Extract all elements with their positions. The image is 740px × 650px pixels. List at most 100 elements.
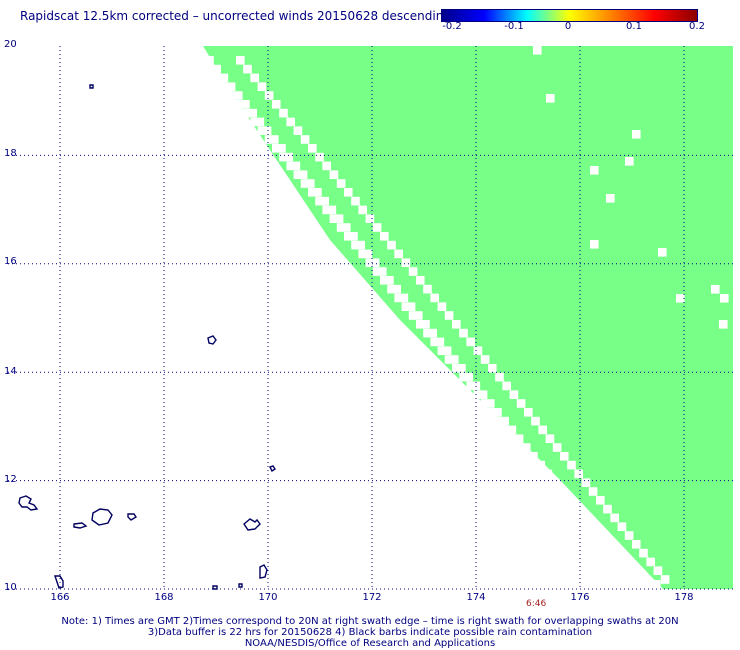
- missing-cell: [596, 496, 605, 505]
- missing-cell: [452, 364, 466, 373]
- missing-cell: [606, 194, 615, 203]
- colorbar: [441, 9, 698, 22]
- missing-cell: [516, 443, 531, 452]
- missing-cell: [617, 522, 627, 531]
- missing-cell: [380, 276, 394, 285]
- missing-cell: [466, 337, 475, 347]
- missing-cell: [372, 267, 387, 276]
- missing-cell: [308, 188, 322, 197]
- missing-cell: [423, 284, 432, 294]
- island-outline: [259, 564, 268, 579]
- missing-cell: [380, 232, 389, 241]
- missing-cell: [200, 56, 214, 65]
- missing-cell: [394, 293, 409, 303]
- island-coastlines: [18, 84, 276, 590]
- missing-cell: [603, 548, 617, 558]
- island-outline: [18, 495, 39, 511]
- lat-tick-label: 18: [4, 148, 17, 159]
- missing-cell: [567, 460, 576, 470]
- missing-cell: [574, 513, 589, 523]
- missing-cell: [401, 302, 416, 311]
- missing-cell: [351, 196, 360, 206]
- missing-cell: [509, 390, 519, 399]
- missing-cell: [603, 504, 612, 514]
- missing-cell: [459, 372, 473, 382]
- missing-cell: [437, 302, 447, 311]
- missing-cell: [394, 249, 403, 259]
- missing-cell: [221, 82, 236, 91]
- missing-cell: [236, 100, 250, 109]
- missing-cell: [624, 531, 634, 540]
- missing-cell: [315, 152, 324, 162]
- missing-cell: [351, 240, 365, 250]
- swath-missing-cells: [200, 46, 729, 589]
- missing-cell: [444, 355, 459, 364]
- missing-cell: [466, 381, 481, 391]
- missing-cell: [300, 179, 315, 188]
- missing-cell: [545, 478, 560, 487]
- missing-cell: [228, 91, 243, 100]
- missing-cell: [632, 540, 641, 549]
- missing-cell: [286, 117, 295, 127]
- missing-cell: [387, 240, 396, 250]
- missing-cell: [533, 46, 542, 55]
- missing-cell: [300, 135, 310, 144]
- missing-cell: [459, 328, 468, 338]
- lat-tick-label: 10: [4, 582, 17, 593]
- missing-cell: [315, 196, 329, 206]
- missing-cell: [552, 487, 567, 496]
- missing-cell: [272, 144, 286, 153]
- island-outline: [269, 465, 276, 473]
- missing-cell: [676, 294, 685, 303]
- missing-cell: [588, 487, 598, 496]
- island-outline: [207, 335, 217, 345]
- lon-tick-label: 172: [362, 592, 382, 603]
- missing-cell: [524, 452, 538, 461]
- colorbar-tick-label: -0.2: [442, 21, 462, 32]
- lat-tick-label: 14: [4, 366, 17, 377]
- missing-cell: [322, 161, 331, 171]
- missing-cell: [495, 372, 504, 382]
- missing-cell: [610, 557, 625, 567]
- missing-cell: [538, 425, 547, 435]
- missing-cell: [257, 82, 267, 91]
- missing-cell: [286, 161, 301, 171]
- missing-cell: [524, 408, 533, 417]
- missing-cell: [590, 240, 599, 249]
- missing-cell: [437, 346, 452, 355]
- missing-cell: [711, 285, 720, 294]
- missing-cell: [495, 416, 509, 426]
- footnote-line-2: 3)Data buffer is 22 hrs for 20150628 4) …: [147, 627, 593, 638]
- missing-cell: [488, 408, 502, 417]
- missing-cell: [344, 232, 358, 241]
- missing-cell: [401, 258, 411, 267]
- missing-cell: [416, 276, 425, 285]
- island-outline: [243, 518, 261, 531]
- missing-cell: [243, 64, 252, 74]
- island-outline: [73, 522, 88, 529]
- map-grid: [8, 46, 733, 590]
- missing-cell: [560, 452, 569, 461]
- colorbar-tick-label: 0: [564, 21, 572, 32]
- missing-cell: [567, 504, 581, 514]
- lon-tick-label: 174: [466, 592, 486, 603]
- missing-cell: [632, 130, 641, 139]
- lon-tick-label: 178: [674, 592, 694, 603]
- lon-tick-label: 170: [258, 592, 278, 603]
- missing-cell: [596, 540, 610, 549]
- missing-cell: [646, 557, 655, 567]
- missing-cell: [243, 108, 257, 118]
- missing-cell: [624, 575, 639, 584]
- missing-cell: [358, 205, 367, 215]
- lon-tick-label: 166: [50, 592, 70, 603]
- footnote-line-3: NOAA/NESDIS/Office of Research and Appli…: [244, 638, 496, 649]
- colorbar-tick-label: 0.1: [626, 21, 642, 32]
- missing-cell: [308, 144, 317, 153]
- swath-area: [203, 46, 733, 589]
- missing-cell: [538, 469, 553, 479]
- footnote-line-1: Note: 1) Times are GMT 2)Times correspon…: [61, 616, 679, 627]
- missing-cell: [473, 390, 488, 399]
- missing-cell: [574, 469, 583, 479]
- missing-cell: [329, 214, 344, 223]
